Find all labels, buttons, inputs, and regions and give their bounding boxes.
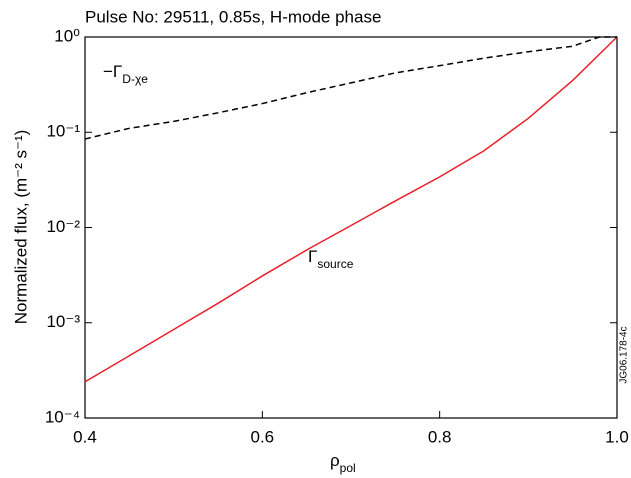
- y-tick-label: 10⁰: [54, 26, 80, 45]
- x-axis-label-sub: pol: [340, 461, 356, 475]
- y-tick-label: 10⁻³: [46, 312, 80, 331]
- x-axis-label: ρpol: [330, 451, 356, 475]
- data-line: [84, 36, 617, 140]
- annotation-main: −Γ: [103, 62, 122, 81]
- y-tick-label: 10⁻²: [46, 217, 80, 236]
- x-tick-label: 0.8: [428, 427, 452, 446]
- annotation: −ΓD-χe: [103, 62, 148, 86]
- chart-title: Pulse No: 29511, 0.85s, H-mode phase: [85, 7, 381, 26]
- plot-frame: [84, 36, 618, 419]
- x-tick-label: 1.0: [605, 427, 629, 446]
- y-tick-label: 10⁻⁴: [45, 407, 80, 426]
- watermark: JG06.178-4c: [619, 326, 630, 383]
- annotation: Γsource: [308, 247, 354, 271]
- x-tick-label: 0.6: [251, 427, 275, 446]
- data-line: [84, 36, 618, 383]
- annotation-main: Γ: [308, 247, 317, 266]
- x-tick-label: 0.4: [73, 427, 97, 446]
- y-tick-label: 10⁻¹: [46, 122, 80, 141]
- y-axis-label: Normalized flux, (m⁻² s⁻¹): [11, 130, 30, 325]
- annotation-sub: D-χe: [122, 72, 148, 86]
- annotation-sub: source: [317, 257, 353, 271]
- x-axis-label-main: ρ: [330, 451, 340, 470]
